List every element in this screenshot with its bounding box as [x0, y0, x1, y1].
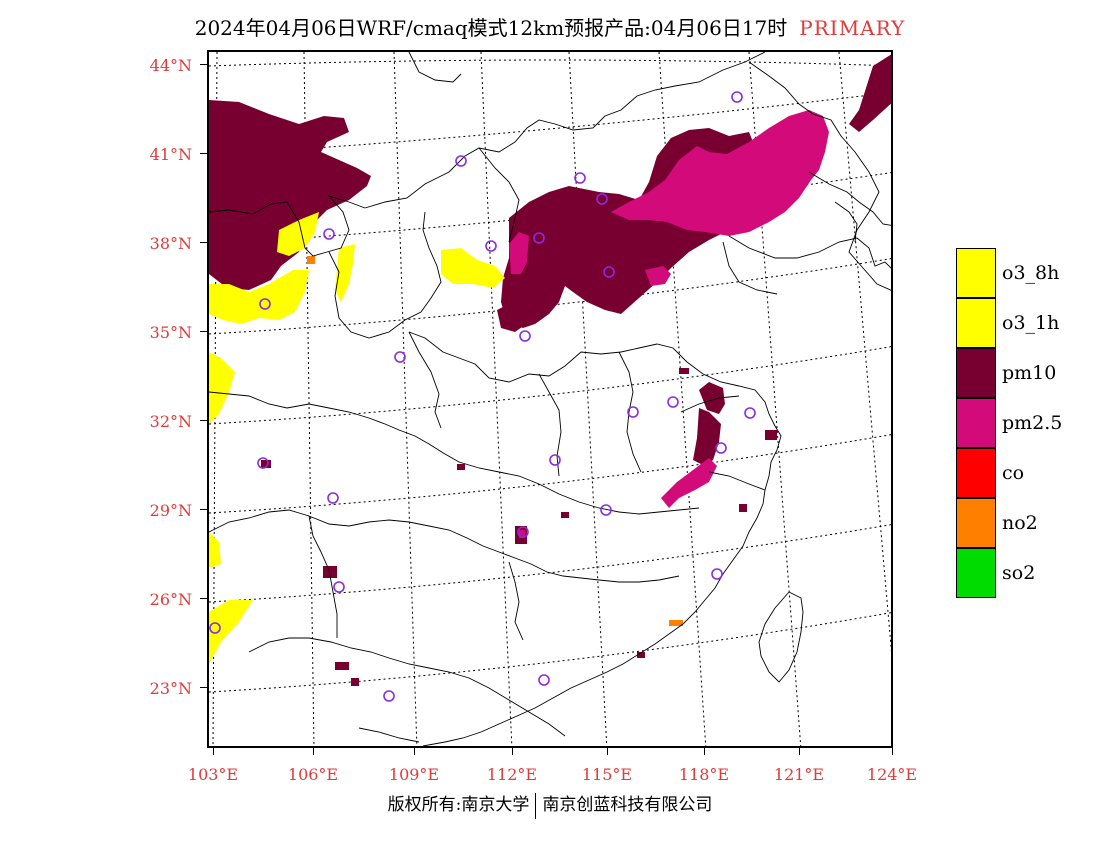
lon-label-109: 109°E	[388, 765, 440, 784]
pollution-overlay	[209, 54, 891, 686]
lon-tick	[892, 748, 893, 755]
pm25-patch-north-china	[611, 110, 829, 236]
lon-label-112: 112°E	[486, 765, 538, 784]
lat-tick	[200, 153, 207, 154]
lat-tick	[200, 331, 207, 332]
legend-swatch	[956, 548, 996, 598]
legend-swatch	[956, 348, 996, 398]
legend-label: no2	[1002, 512, 1038, 534]
lon-tick	[414, 748, 415, 755]
lat-label-41: 41°N	[149, 145, 192, 164]
legend-label: so2	[1002, 562, 1036, 584]
lon-label-118: 118°E	[678, 765, 730, 784]
lat-label-44: 44°N	[149, 56, 192, 75]
boundaries	[209, 52, 891, 746]
lat-tick	[200, 598, 207, 599]
legend-label: o3_8h	[1002, 262, 1060, 284]
lat-label-32: 32°N	[149, 412, 192, 431]
lon-label-103: 103°E	[187, 765, 239, 784]
pm10-patch-northwest	[209, 100, 371, 290]
lat-label-26: 26°N	[149, 590, 192, 609]
lat-tick	[200, 687, 207, 688]
legend-label: o3_1h	[1002, 312, 1060, 334]
status-label: PRIMARY	[799, 16, 906, 40]
pm10-patch-northeast-corner	[849, 54, 891, 132]
footer-divider	[535, 792, 537, 819]
legend-label: pm2.5	[1002, 412, 1063, 434]
title-text: 2024年04月06日WRF/cmaq模式12km预报产品:04月06日17时	[194, 16, 788, 40]
lon-label-121: 121°E	[773, 765, 825, 784]
lat-tick	[200, 64, 207, 65]
legend-swatch	[956, 498, 996, 548]
legend-swatch	[956, 248, 996, 298]
lat-label-38: 38°N	[149, 234, 192, 253]
lon-tick	[213, 748, 214, 755]
lon-label-124: 124°E	[866, 765, 918, 784]
copyright-footer: 版权所有:南京大学 南京创蓝科技有限公司	[0, 790, 1100, 819]
copyright-company: 南京创蓝科技有限公司	[542, 795, 713, 815]
lon-tick	[607, 748, 608, 755]
lat-tick	[200, 509, 207, 510]
o3-patch-southwest	[209, 532, 221, 568]
lat-label-29: 29°N	[149, 501, 192, 520]
map-panel	[207, 50, 893, 748]
lat-tick	[200, 420, 207, 421]
legend-label: pm10	[1002, 362, 1057, 384]
o3-patch-northwest	[277, 212, 319, 256]
pm25-patch-east	[661, 458, 717, 508]
legend-swatch	[956, 448, 996, 498]
map-title: 2024年04月06日WRF/cmaq模式12km预报产品:04月06日17时 P…	[0, 12, 1100, 41]
map-canvas	[209, 52, 891, 746]
lat-tick	[200, 242, 207, 243]
lon-tick	[512, 748, 513, 755]
legend-swatch	[956, 298, 996, 348]
legend-swatch	[956, 398, 996, 448]
station-markers	[209, 91, 756, 702]
lon-tick	[799, 748, 800, 755]
copyright-owner: 版权所有:南京大学	[387, 795, 530, 815]
lon-tick	[313, 748, 314, 755]
no2-patch	[669, 620, 683, 626]
lat-label-35: 35°N	[149, 323, 192, 342]
lon-label-106: 106°E	[287, 765, 339, 784]
lon-label-115: 115°E	[581, 765, 633, 784]
legend-label: co	[1002, 462, 1025, 484]
lon-tick	[704, 748, 705, 755]
lat-label-23: 23°N	[149, 679, 192, 698]
